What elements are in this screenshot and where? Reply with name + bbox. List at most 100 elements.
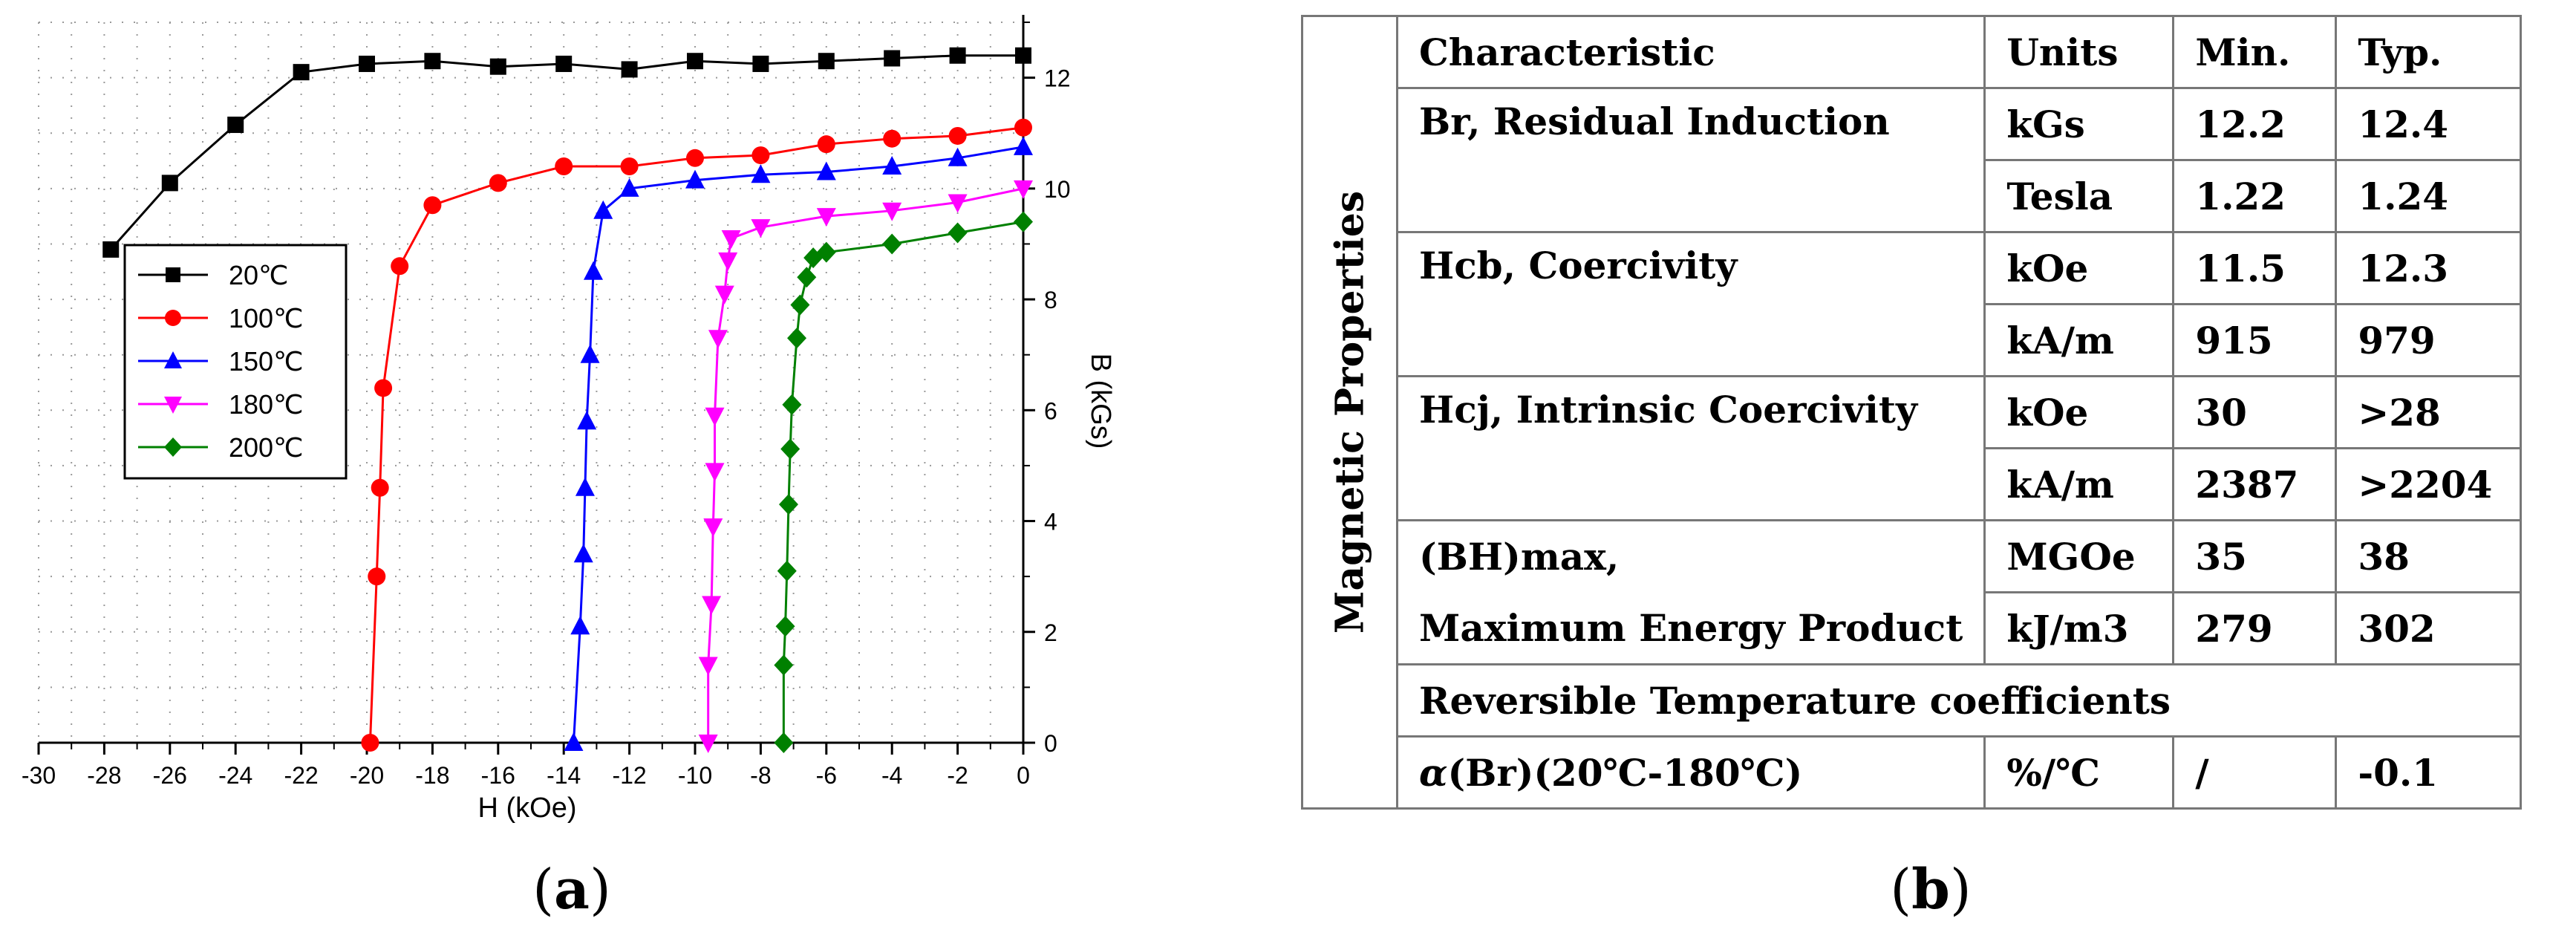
data-point bbox=[817, 135, 835, 154]
legend-marker bbox=[164, 351, 182, 368]
data-point bbox=[575, 477, 595, 496]
alpha-label-cell: α(Br)(20℃-180℃) bbox=[1395, 735, 1986, 810]
table-row: Hcb, Coercivity kOe 11.5 12.3 bbox=[1302, 231, 2523, 377]
data-point bbox=[423, 196, 442, 215]
data-point bbox=[687, 53, 703, 70]
data-point bbox=[621, 61, 638, 78]
hcb-kam-unit: kA/m bbox=[1983, 303, 2175, 377]
x-tick-label: -16 bbox=[481, 762, 515, 789]
data-point bbox=[721, 230, 741, 249]
bh-kj-typ: 302 bbox=[2335, 591, 2523, 665]
series-layer bbox=[102, 47, 1033, 753]
alpha-typ: -0.1 bbox=[2335, 735, 2523, 810]
table-row: kA/m 915 979 bbox=[1302, 303, 2523, 377]
caption-b: (b) bbox=[1890, 858, 1972, 922]
data-point bbox=[884, 50, 901, 67]
data-point bbox=[882, 233, 902, 255]
x-tick-label: -4 bbox=[881, 762, 902, 789]
br-tesla-min: 1.22 bbox=[2172, 159, 2338, 233]
data-point bbox=[705, 463, 725, 482]
series-line bbox=[707, 187, 1024, 743]
br-label: Br, Residual Induction bbox=[1395, 87, 1986, 233]
data-point bbox=[751, 219, 771, 238]
data-point bbox=[293, 64, 310, 81]
data-point bbox=[374, 379, 393, 397]
data-point bbox=[718, 252, 738, 271]
reversible-label: Reversible Temperature coefficients bbox=[1395, 663, 2523, 738]
hcj-kam-typ: >2204 bbox=[2335, 447, 2523, 521]
y-tick-label: 4 bbox=[1044, 509, 1057, 536]
x-tick-label: 0 bbox=[1017, 762, 1030, 789]
data-point bbox=[424, 53, 441, 70]
x-tick-label: -12 bbox=[612, 762, 646, 789]
data-point bbox=[948, 147, 968, 166]
data-point bbox=[368, 567, 386, 586]
data-point bbox=[948, 126, 967, 145]
y-tick-label: 2 bbox=[1044, 619, 1057, 646]
data-point bbox=[882, 156, 902, 175]
header-min: Min. bbox=[2172, 15, 2338, 89]
data-point bbox=[774, 732, 794, 753]
bh-label-1: (BH)max, bbox=[1395, 519, 1986, 593]
alpha-min: / bbox=[2172, 735, 2338, 810]
data-point bbox=[685, 169, 705, 189]
table-row: Tesla 1.22 1.24 bbox=[1302, 159, 2523, 233]
legend-marker bbox=[166, 267, 180, 282]
hcb-koe-unit: kOe bbox=[1983, 231, 2175, 305]
x-tick-label: -6 bbox=[816, 762, 837, 789]
x-tick-label: -28 bbox=[87, 762, 121, 789]
table-row: α(Br)(20℃-180℃) %/℃ / -0.1 bbox=[1302, 735, 2523, 810]
bh-kj-min: 279 bbox=[2172, 591, 2338, 665]
x-tick-label: -26 bbox=[153, 762, 187, 789]
series-line bbox=[782, 221, 1024, 743]
data-point bbox=[1014, 211, 1033, 232]
caption-b-letter: b bbox=[1911, 858, 1950, 922]
data-point bbox=[1014, 118, 1032, 137]
y-tick-label: 8 bbox=[1044, 287, 1057, 313]
data-point bbox=[774, 654, 794, 676]
data-point bbox=[702, 596, 722, 615]
data-point bbox=[948, 222, 968, 244]
bh-mgoe-unit: MGOe bbox=[1983, 519, 2175, 593]
header-units: Units bbox=[1983, 15, 2175, 89]
data-point bbox=[391, 257, 409, 276]
axes: -30 -28 -26 -24 -22 -20 -18 -16 -14 -12 -10 -8 -6 -4-… bbox=[22, 15, 1116, 824]
legend-label: 200℃ bbox=[229, 432, 304, 463]
bh-mgoe-typ: 38 bbox=[2335, 519, 2523, 593]
legend-label: 20℃ bbox=[229, 260, 288, 290]
hcj-koe-min: 30 bbox=[2172, 375, 2338, 449]
alpha-symbol: α bbox=[1419, 750, 1448, 795]
table-row: Maximum Energy Product kJ/m3 279 302 bbox=[1302, 591, 2523, 665]
br-kgs-unit: kGs bbox=[1983, 87, 2175, 161]
side-label: Magnetic Properties bbox=[1327, 190, 1372, 634]
y-tick-label: 0 bbox=[1044, 730, 1057, 757]
x-tick-label: -20 bbox=[350, 762, 384, 789]
data-point bbox=[564, 732, 584, 751]
data-point bbox=[816, 208, 836, 227]
table-header-row: Magnetic Properties Characteristic Units… bbox=[1301, 15, 2523, 810]
data-point bbox=[818, 53, 835, 70]
header-characteristic: Characteristic bbox=[1395, 15, 1986, 89]
legend-marker bbox=[164, 397, 182, 414]
bh-kj-unit: kJ/m3 bbox=[1983, 591, 2175, 665]
data-point bbox=[555, 55, 573, 72]
hcb-kam-min: 915 bbox=[2172, 303, 2338, 377]
hcj-kam-unit: kA/m bbox=[1983, 447, 2175, 521]
data-point bbox=[489, 174, 507, 192]
data-point bbox=[705, 407, 725, 426]
data-point bbox=[703, 518, 723, 537]
table-row: (BH)max, MGOe 35 38 bbox=[1302, 519, 2523, 593]
demagnetization-chart: -30 -28 -26 -24 -22 -20 -18 -16 -14 -12 -10 -8 -6 -4-… bbox=[22, 15, 1116, 824]
data-point bbox=[577, 411, 597, 430]
data-point bbox=[775, 616, 795, 637]
data-point bbox=[1014, 180, 1033, 199]
hcj-koe-unit: kOe bbox=[1983, 375, 2175, 449]
data-point bbox=[790, 294, 810, 316]
data-point bbox=[686, 149, 704, 167]
data-point bbox=[698, 735, 718, 753]
data-point bbox=[777, 560, 797, 582]
data-point bbox=[361, 734, 379, 752]
series-2 bbox=[564, 136, 1033, 751]
data-point bbox=[751, 146, 770, 165]
table-row: Br, Residual Induction kGs 12.2 12.4 bbox=[1302, 87, 2523, 233]
